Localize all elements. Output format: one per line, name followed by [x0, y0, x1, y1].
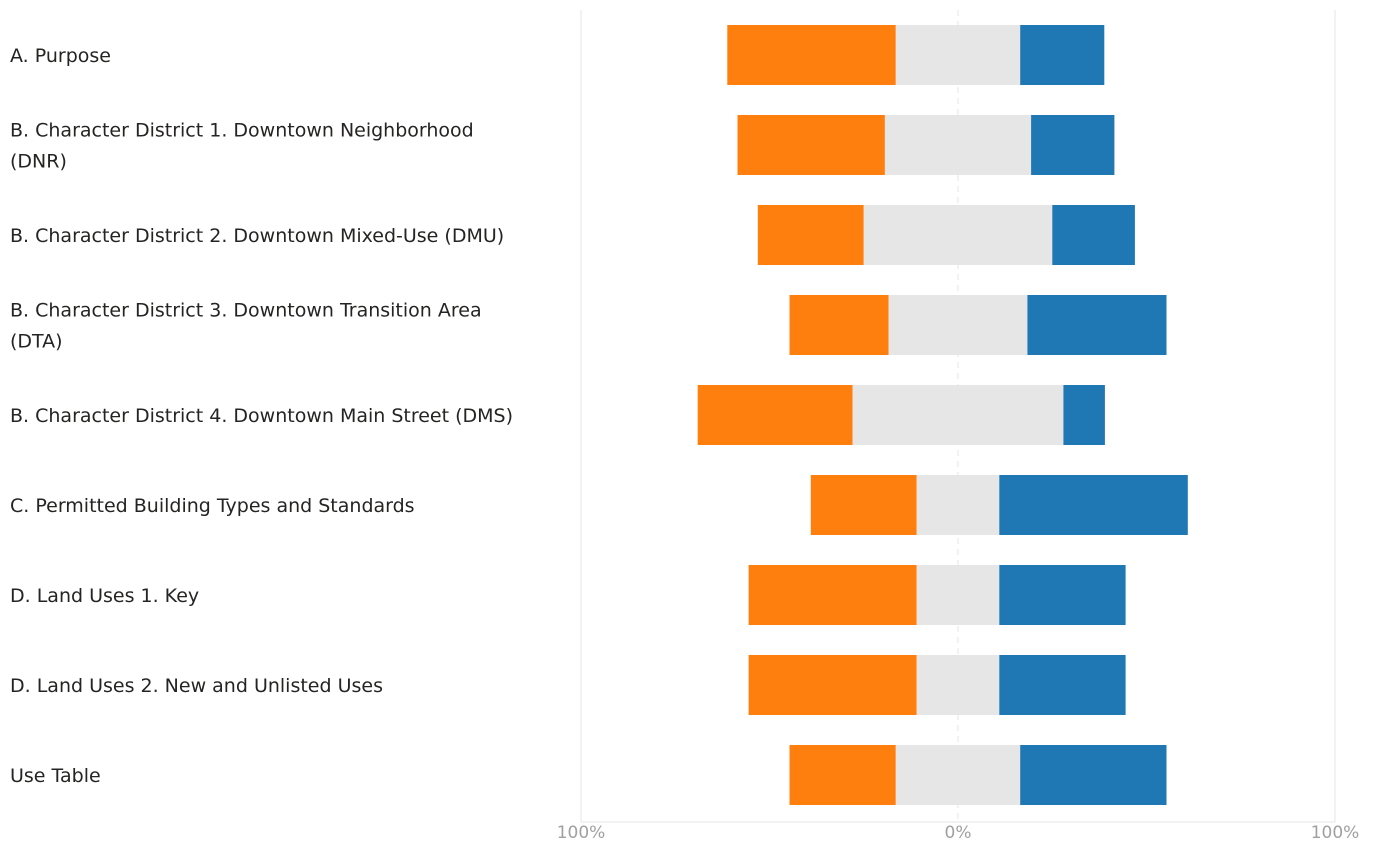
category-labels: A. Purpose B. Character District 1. Downt…	[10, 45, 513, 787]
bar-negative-2	[737, 115, 885, 175]
bar-neutral-7	[916, 565, 1000, 625]
bar-positive-7	[999, 565, 1126, 625]
bar-negative-8	[748, 655, 917, 715]
bar-neutral-9	[895, 745, 1021, 805]
bar-positive-3	[1052, 205, 1135, 265]
bar-neutral-3	[863, 205, 1053, 265]
bar-positive-5	[1063, 385, 1105, 445]
bar-negative-1	[727, 25, 896, 85]
category-label-8: D. Land Uses 2. New and Unlisted Uses	[10, 675, 383, 697]
bars	[697, 25, 1188, 805]
category-label-9: Use Table	[10, 765, 101, 787]
bar-negative-5	[697, 385, 853, 445]
bar-positive-1	[1020, 25, 1105, 85]
bar-negative-3	[757, 205, 864, 265]
bar-neutral-4	[888, 295, 1028, 355]
category-label-5: B. Character District 4. Downtown Main S…	[10, 405, 513, 427]
bar-negative-4	[789, 295, 889, 355]
category-label-7: D. Land Uses 1. Key	[10, 585, 199, 607]
category-label-2: B. Character District 1. Downtown Neighb…	[10, 120, 474, 173]
bar-neutral-1	[895, 25, 1021, 85]
bar-negative-9	[789, 745, 896, 805]
bar-positive-8	[999, 655, 1126, 715]
bar-neutral-8	[916, 655, 1000, 715]
category-label-6: C. Permitted Building Types and Standard…	[10, 495, 415, 517]
x-tick-label-1: 100%	[557, 823, 606, 842]
x-tick-label-2: 0%	[945, 823, 972, 842]
bar-neutral-6	[916, 475, 1000, 535]
bar-positive-6	[999, 475, 1188, 535]
bar-negative-7	[748, 565, 917, 625]
x-tick-label-3: 100%	[1311, 823, 1360, 842]
category-label-3: B. Character District 2. Downtown Mixed-…	[10, 225, 504, 247]
bar-negative-6	[810, 475, 917, 535]
bar-positive-4	[1027, 295, 1167, 355]
category-label-4: B. Character District 3. Downtown Transi…	[10, 300, 482, 353]
bar-positive-2	[1031, 115, 1115, 175]
bar-positive-9	[1020, 745, 1167, 805]
bar-neutral-5	[852, 385, 1064, 445]
x-axis-ticks: 100% 0% 100%	[557, 823, 1360, 842]
category-label-1: A. Purpose	[10, 45, 111, 67]
bar-neutral-2	[884, 115, 1032, 175]
